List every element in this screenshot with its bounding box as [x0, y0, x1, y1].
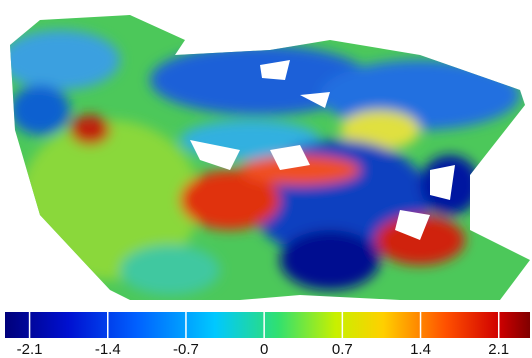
- colorbar: [5, 312, 530, 338]
- figure: -2.1 -1.4 -0.7 0 0.7 1.4 2.1: [0, 0, 532, 358]
- tick-label: -1.4: [95, 341, 121, 358]
- tick-label: -0.7: [173, 341, 199, 358]
- tick-label: 0: [260, 341, 268, 358]
- tick-label: -2.1: [17, 341, 43, 358]
- tick-label: 2.1: [488, 341, 509, 358]
- tick-label: 0.7: [332, 341, 353, 358]
- tick-label: 1.4: [410, 341, 431, 358]
- surface: [0, 0, 532, 310]
